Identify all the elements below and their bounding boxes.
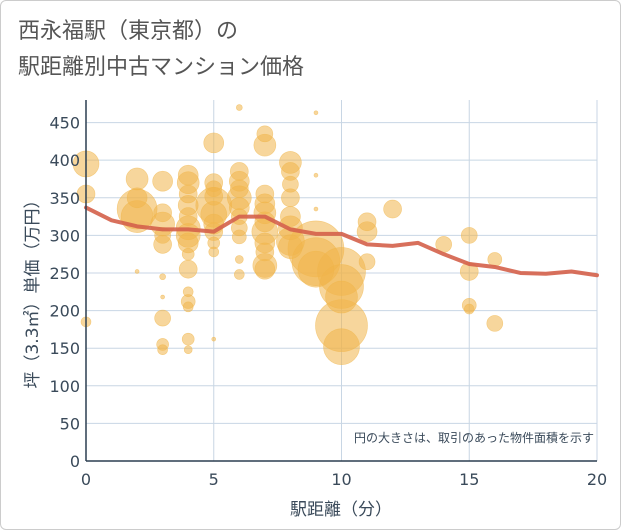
bubble-point (282, 175, 299, 193)
bubble-point (460, 227, 478, 244)
bubble-point (313, 110, 319, 116)
y-tick-label: 450 (49, 114, 80, 133)
bubble-point (230, 179, 249, 199)
bubble-point (255, 242, 275, 262)
y-tick-label: 200 (49, 302, 80, 321)
bubble-point (125, 167, 149, 191)
bubble-point (256, 125, 274, 143)
axes (85, 100, 597, 462)
x-tick-labels: 0 5 10 15 20 (81, 470, 607, 489)
bubble-point (313, 206, 319, 212)
bubble-point (235, 255, 244, 264)
bubble-point (177, 164, 199, 186)
y-axis-label: 坪（3.3㎡）単価（万円） (23, 191, 43, 388)
bubble-point (383, 199, 402, 219)
y-tick-label: 250 (49, 264, 80, 283)
bubble-point (182, 301, 194, 313)
bubble-point (181, 332, 195, 346)
bubble-point (358, 253, 376, 270)
x-axis-label: 駅距離（分） (290, 500, 392, 520)
bubble-point (211, 336, 217, 342)
bubble-point (487, 252, 503, 267)
trend-line (84, 205, 599, 278)
bubble-point (126, 187, 148, 209)
x-tick-label: 15 (459, 470, 479, 489)
bubble-point (297, 250, 335, 288)
bubble-point (203, 132, 225, 154)
bubble-point (178, 207, 198, 226)
bubble-point (134, 269, 140, 274)
bubble-point (280, 206, 301, 227)
bubble-point (254, 258, 276, 280)
x-tick-label: 0 (81, 470, 91, 489)
bubble-point (357, 212, 377, 232)
x-tick-label: 10 (331, 470, 351, 489)
bubble-point (160, 294, 165, 300)
bubble-point (234, 269, 245, 280)
bubble-point (178, 259, 198, 279)
bubble-point (463, 303, 475, 315)
bubble-point (236, 104, 243, 111)
x-tick-label: 5 (209, 470, 219, 489)
bubble-point (230, 162, 249, 181)
bubble-point (325, 280, 358, 314)
x-tick-label: 20 (587, 470, 607, 489)
bubble-point (208, 246, 220, 258)
bubble-point (181, 247, 195, 261)
y-tick-label: 100 (49, 377, 80, 396)
bubble-point (157, 344, 168, 355)
chart-title-line-2: 駅距離別中古マンション価格 (18, 55, 305, 80)
bubble-point (205, 180, 223, 198)
chart-title-line-1: 西永福駅（東京都）の (18, 19, 239, 44)
bubble-point (323, 328, 360, 365)
y-tick-label: 350 (49, 189, 80, 208)
bubble-point (178, 184, 198, 204)
bubble-point (152, 170, 173, 192)
trend-line-series (84, 205, 599, 278)
y-tick-label: 300 (49, 226, 80, 245)
bubble-point (153, 203, 172, 223)
y-tick-labels: 0 50 100 150 200 250 300 350 400 450 (49, 114, 80, 471)
y-tick-label: 50 (60, 414, 80, 433)
chart-title: 西永福駅（東京都）の 駅距離別中古マンション価格 (18, 14, 304, 86)
y-tick-label: 400 (49, 151, 80, 170)
bubble-point (486, 315, 504, 332)
y-tick-label: 0 (70, 452, 80, 471)
bubble-point (159, 273, 166, 281)
bubble-point (255, 184, 275, 204)
bubble-point (154, 309, 171, 327)
bubble-point (182, 286, 194, 298)
bubble-point (278, 234, 303, 259)
bubble-point (232, 229, 247, 245)
bubble-point (313, 172, 319, 178)
bubble-point (183, 345, 193, 354)
bubble-size-note: 円の大きさは、取引のあった物件面積を示す (354, 430, 594, 445)
y-tick-label: 150 (49, 339, 80, 358)
